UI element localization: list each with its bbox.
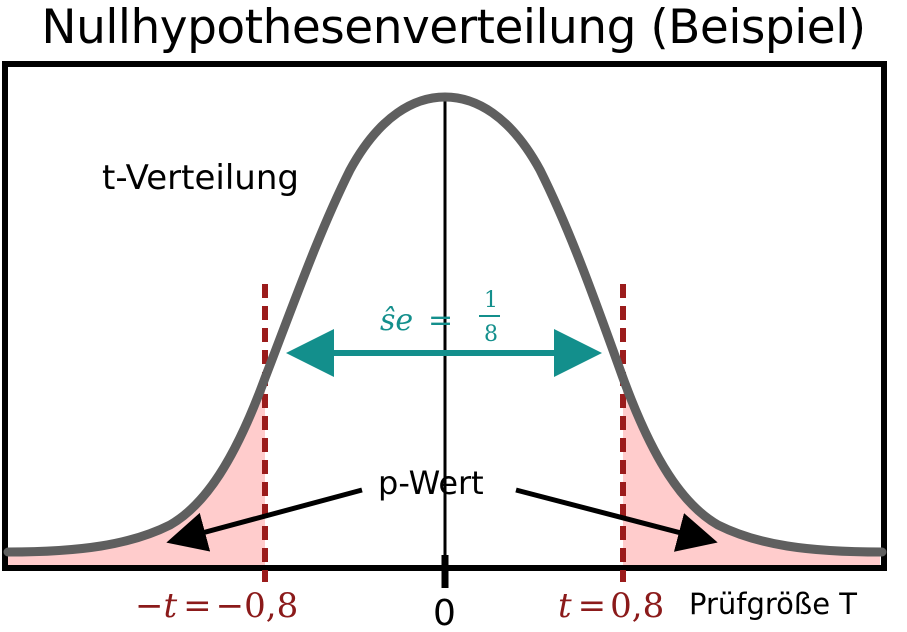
se-equals: = (428, 303, 453, 338)
t-distribution-curve (3, 92, 887, 557)
p-value-arrow-left (166, 487, 363, 552)
se-label: ŝe (380, 303, 413, 338)
right-marker-label: t = 0,8 (558, 586, 664, 626)
diagram-title: Nullhypothesenverteilung (Beispiel) (41, 0, 866, 55)
left-marker-label: −t = −0,8 (135, 586, 298, 626)
p-value-label: p-Wert (378, 464, 484, 502)
se-denominator: 8 (484, 322, 498, 347)
curve-label: t-Verteilung (102, 158, 299, 198)
se-numerator: 1 (484, 288, 498, 313)
center-tick-label: 0 (433, 593, 456, 632)
p-value-arrow-right (515, 487, 718, 552)
x-axis-name: Prüfgröße T (689, 587, 857, 621)
